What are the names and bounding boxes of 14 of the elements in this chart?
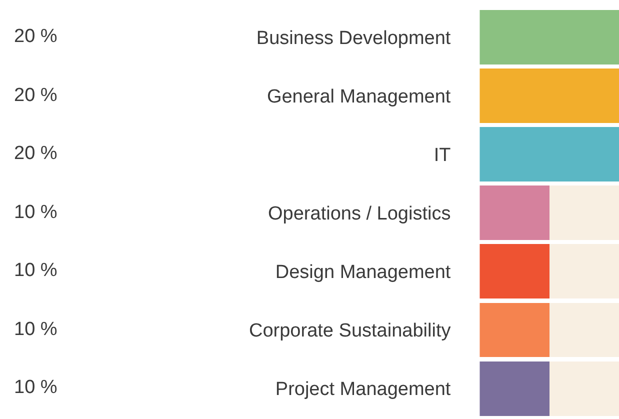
- data-label: 10 %: [14, 202, 58, 223]
- y-tick-label: Operations / Logistics: [268, 204, 451, 225]
- data-label: 10 %: [14, 319, 58, 340]
- data-label: 10 %: [14, 377, 58, 398]
- y-tick-label: Design Management: [275, 262, 452, 284]
- y-tick-label: General Management: [266, 86, 452, 108]
- data-label: 20 %: [14, 26, 58, 47]
- y-tick-label: Project Management: [275, 379, 452, 400]
- y-tick-label: IT: [434, 145, 452, 166]
- data-label: 20 %: [14, 143, 58, 164]
- y-tick-label: Corporate Sustainability: [249, 320, 452, 342]
- data-label: 20 %: [14, 85, 58, 106]
- y-tick-label: Business Development: [256, 28, 452, 49]
- data-label: 10 %: [14, 260, 58, 281]
